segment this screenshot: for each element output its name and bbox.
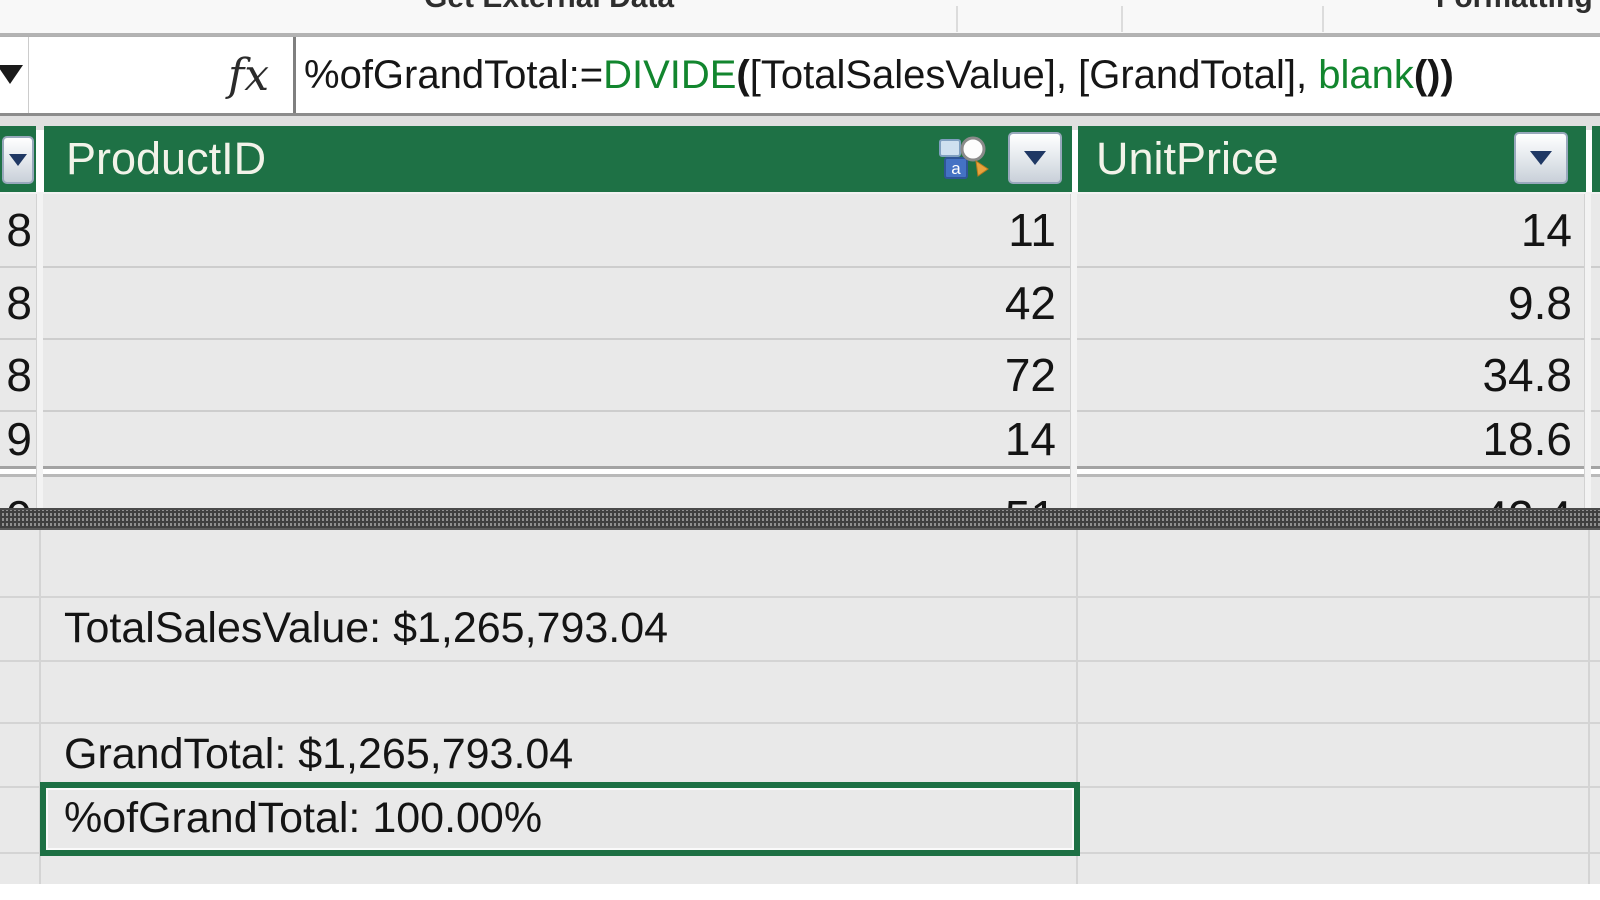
cell-productid[interactable]: 42 [1004, 277, 1056, 329]
cell-prev-column[interactable]: 9 [6, 413, 32, 465]
header-underline [0, 192, 1600, 194]
cell-productid[interactable]: 14 [1004, 413, 1056, 465]
formula-bar: fx %ofGrandTotal:= DIVIDE([TotalSalesValu… [0, 36, 1600, 117]
formula-close-parens: ()) [1413, 52, 1454, 97]
name-box-dropdown-arrow-icon[interactable] [0, 65, 23, 84]
column-separator [36, 194, 43, 530]
pane-boundary-line [0, 474, 1600, 477]
gridline [39, 530, 41, 884]
table-row: 8 42 9.8 [0, 268, 1600, 338]
calculation-area: TotalSalesValue: $1,265,793.04 GrandTota… [0, 530, 1600, 884]
column-separator [1584, 194, 1591, 530]
formula-arguments: [TotalSalesValue], [GrandTotal], [749, 52, 1319, 97]
column-header-label: ProductID [66, 133, 267, 184]
formula-open-paren: ( [736, 52, 750, 97]
gridline [0, 266, 1600, 268]
measure-cell-grandtotal[interactable]: GrandTotal: $1,265,793.04 [64, 729, 574, 778]
column-header-productid[interactable]: ProductID a [44, 126, 1072, 192]
formula-measure-name: %ofGrandTotal:= [304, 52, 604, 97]
column-header-previous-partial[interactable] [0, 126, 36, 192]
table-row: 8 11 14 [0, 194, 1600, 266]
cell-unitprice[interactable]: 42.4 [1078, 481, 1572, 508]
dropdown-arrow-icon [9, 154, 27, 166]
formula-function-divide: DIVIDE [603, 52, 737, 97]
formula-function-blank: blank [1318, 52, 1414, 97]
ribbon-group-separator [1322, 6, 1324, 32]
table-row: 9 14 18.6 [0, 412, 1600, 466]
measure-cell-pctofgrandtotal[interactable]: %ofGrandTotal: 100.00% [64, 793, 543, 842]
cell-productid[interactable]: 51 [44, 481, 1056, 508]
gridline [0, 596, 1600, 598]
dropdown-arrow-icon [1530, 151, 1552, 165]
ribbon-strip: Get External Data Formatting [0, 0, 1600, 36]
cell-unitprice[interactable]: 34.8 [1482, 349, 1572, 401]
name-box-divider [28, 37, 29, 113]
svg-text:a: a [951, 159, 961, 178]
formula-input[interactable]: %ofGrandTotal:= DIVIDE([TotalSalesValue],… [304, 37, 1600, 113]
ribbon-group-separator [956, 6, 958, 32]
gridline [1076, 530, 1078, 884]
filter-dropdown-button[interactable] [2, 136, 34, 184]
measure-cell-totalsalesvalue[interactable]: TotalSalesValue: $1,265,793.04 [64, 603, 669, 652]
column-header-unitprice[interactable]: UnitPrice [1078, 126, 1586, 192]
table-row: 8 72 34.8 [0, 340, 1600, 410]
gridline [0, 722, 1600, 724]
fx-insert-function-icon[interactable]: fx [228, 49, 270, 101]
horizontal-splitter[interactable] [0, 508, 1600, 530]
bottom-strip [0, 884, 1600, 900]
sort-by-column-icon: a [936, 134, 990, 186]
ribbon-group-separator [1121, 6, 1123, 32]
cell-prev-column[interactable]: 8 [6, 349, 32, 401]
formula-bar-divider [293, 37, 296, 113]
cell-productid[interactable]: 11 [1008, 204, 1056, 256]
gridline [0, 338, 1600, 340]
ribbon-group-get-external-data: Get External Data [424, 0, 674, 16]
cell-unitprice[interactable]: 9.8 [1508, 277, 1572, 329]
ribbon-group-formatting: Formatting [1436, 0, 1593, 16]
gridline [0, 410, 1600, 412]
gridline [1588, 530, 1590, 884]
column-header-next-partial [1592, 126, 1600, 192]
cell-productid[interactable]: 72 [1004, 349, 1056, 401]
cell-prev-column[interactable]: 9 [0, 481, 32, 508]
table-row-partial: 9 51 42.4 [0, 477, 1600, 508]
cell-unitprice[interactable]: 18.6 [1482, 413, 1572, 465]
cell-prev-column[interactable]: 8 [6, 277, 32, 329]
cell-prev-column[interactable]: 8 [6, 204, 32, 256]
selected-cell-border[interactable] [40, 782, 1080, 856]
column-separator [1070, 194, 1077, 530]
filter-dropdown-button[interactable] [1514, 132, 1568, 184]
dropdown-arrow-icon [1024, 151, 1046, 165]
gridline [0, 660, 1600, 662]
filter-dropdown-button[interactable] [1008, 132, 1062, 184]
cell-unitprice[interactable]: 14 [1520, 204, 1572, 256]
column-header-label: UnitPrice [1096, 133, 1279, 184]
pane-boundary-line [0, 466, 1600, 469]
